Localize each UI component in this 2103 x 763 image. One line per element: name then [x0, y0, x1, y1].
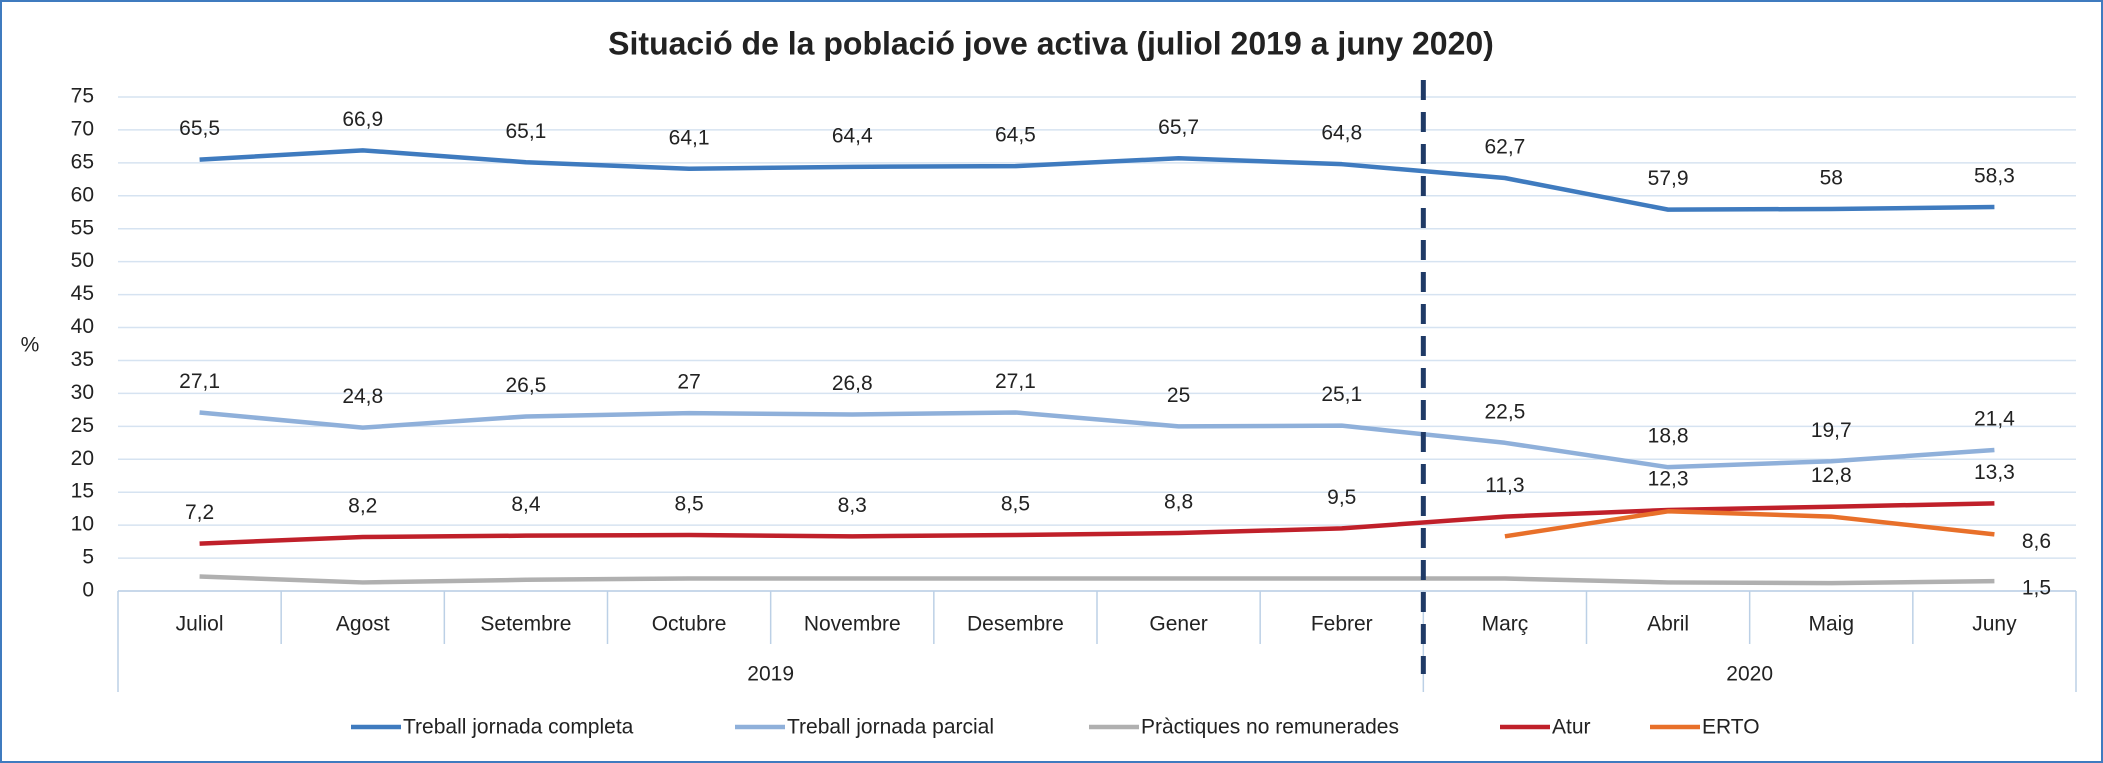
data-label: 25,1	[1321, 383, 1362, 406]
data-label: 21,4	[1974, 408, 2015, 431]
y-tick-label: 15	[71, 480, 94, 503]
legend-label: ERTO	[1702, 716, 1760, 739]
data-label: 64,4	[832, 124, 873, 147]
data-label: 58	[1820, 167, 1843, 190]
data-label: 18,8	[1648, 425, 1689, 448]
data-label: 64,5	[995, 124, 1036, 147]
data-label: 57,9	[1648, 167, 1689, 190]
series-line	[199, 148, 1995, 212]
legend-label: Pràctiques no remunerades	[1141, 716, 1399, 739]
legend-label: Treball jornada completa	[403, 716, 634, 739]
y-tick-label: 70	[71, 117, 94, 140]
data-label: 22,5	[1484, 400, 1525, 423]
data-label: 19,7	[1811, 419, 1852, 442]
y-tick-label: 20	[71, 447, 94, 470]
series-line	[199, 501, 1995, 546]
data-label: 64,1	[669, 126, 710, 149]
x-tick-label: Agost	[336, 613, 390, 636]
data-label: 27,1	[995, 370, 1036, 393]
data-label: 66,9	[342, 108, 383, 131]
data-label: 65,1	[505, 120, 546, 143]
x-tick-label: Març	[1482, 613, 1529, 636]
data-label: 26,8	[832, 372, 873, 395]
y-tick-label: 40	[71, 315, 94, 338]
data-label: 65,7	[1158, 116, 1199, 139]
data-label: 8,8	[1164, 491, 1193, 514]
data-label: 8,4	[511, 493, 541, 516]
data-label: 13,3	[1974, 461, 2015, 484]
data-label: 8,5	[674, 493, 703, 516]
y-tick-label: 75	[71, 85, 94, 108]
data-label: 27,1	[179, 370, 220, 393]
series-line	[1504, 509, 1995, 539]
x-tick-label: Juliol	[176, 613, 224, 636]
x-tick-label: Abril	[1647, 613, 1689, 636]
y-tick-label: 60	[71, 183, 94, 206]
data-label: 12,8	[1811, 464, 1852, 487]
series-line	[199, 574, 1995, 586]
data-label: 26,5	[505, 374, 546, 397]
y-tick-label: 50	[71, 249, 94, 272]
data-label: 12,3	[1648, 468, 1689, 491]
y-tick-label: 35	[71, 348, 94, 371]
group-label: 2020	[1726, 663, 1773, 686]
data-label: 64,8	[1321, 122, 1362, 145]
data-label: 9,5	[1327, 486, 1356, 509]
data-label: 8,6	[2022, 530, 2051, 553]
y-tick-label: 55	[71, 216, 94, 239]
data-label: 58,3	[1974, 165, 2015, 188]
data-label: 8,5	[1001, 493, 1030, 516]
legend-label: Treball jornada parcial	[787, 716, 994, 739]
x-tick-label: Maig	[1808, 613, 1854, 636]
data-label: 8,3	[838, 494, 867, 517]
y-tick-label: 0	[82, 579, 94, 602]
x-tick-label: Febrer	[1311, 613, 1373, 636]
y-tick-label: 30	[71, 381, 94, 404]
data-label: 25	[1167, 384, 1190, 407]
y-tick-label: 10	[71, 513, 94, 536]
x-tick-label: Desembre	[967, 613, 1064, 636]
y-tick-label: 45	[71, 282, 94, 305]
series-line	[199, 410, 1995, 470]
data-label: 27	[677, 371, 700, 394]
y-tick-label: 5	[82, 546, 94, 569]
chart-title: Situació de la població jove activa (jul…	[608, 25, 1494, 61]
y-tick-label: 65	[71, 150, 94, 173]
x-tick-label: Octubre	[652, 613, 727, 636]
data-label: 65,5	[179, 117, 220, 140]
x-tick-label: Novembre	[804, 613, 901, 636]
x-tick-label: Gener	[1149, 613, 1207, 636]
data-label: 8,2	[348, 495, 377, 518]
legend-label: Atur	[1552, 716, 1591, 739]
data-label: 24,8	[342, 385, 383, 408]
y-tick-label: 25	[71, 414, 94, 437]
x-tick-label: Setembre	[480, 613, 571, 636]
data-label: 1,5	[2022, 577, 2051, 600]
data-label: 11,3	[1485, 474, 1524, 497]
x-tick-label: Juny	[1972, 613, 2017, 636]
group-label: 2019	[747, 663, 794, 686]
data-label: 7,2	[185, 501, 214, 524]
y-axis-label: %	[21, 334, 40, 357]
data-label: 62,7	[1484, 136, 1525, 159]
